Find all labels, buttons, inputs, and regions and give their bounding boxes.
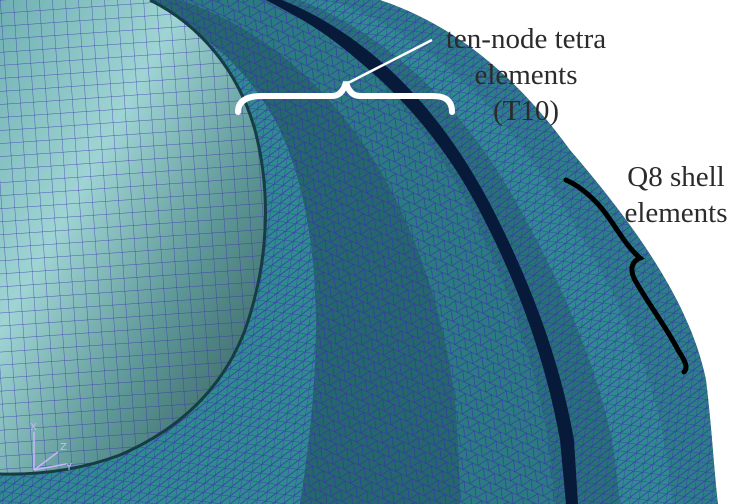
triad-y-axis [33,463,67,471]
coordinate-triad: X Y Z [30,422,73,473]
triad-z-label: Z [60,442,67,453]
tetra-label-line1: ten-node tetra [446,23,606,55]
shell-label-line2: elements [624,197,727,229]
tetra-label-line2: elements [474,59,577,91]
tetra-label-line3: (T10) [493,95,559,127]
shell-label-line1: Q8 shell [627,161,724,193]
shell-bracket [563,177,689,375]
sphere-cap [0,0,267,476]
triad-y-label: Y [65,462,73,473]
tetra-bracket [235,38,455,115]
triad-z-axis [33,451,59,471]
triad-x-label: X [30,422,37,433]
